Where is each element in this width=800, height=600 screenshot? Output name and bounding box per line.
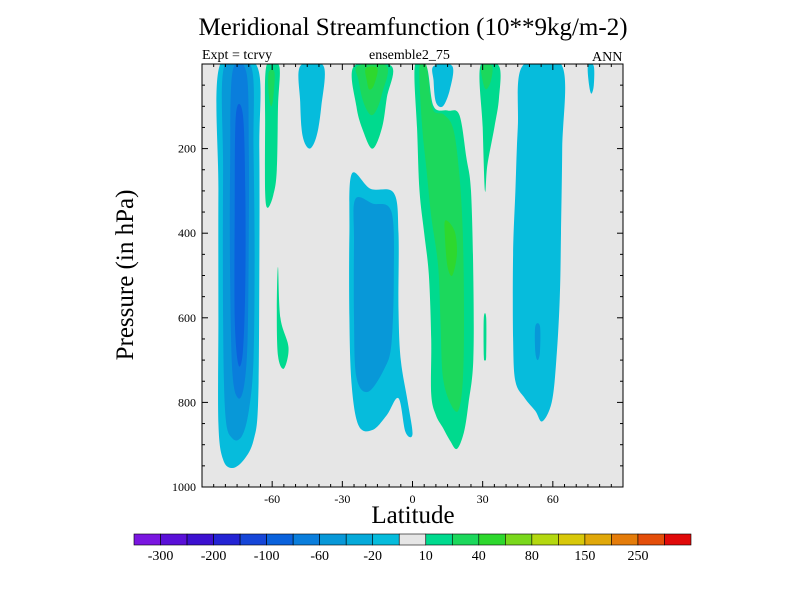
ensemble-label: ensemble2_75: [369, 48, 450, 63]
colorbar-swatch: [345, 533, 374, 546]
x-tick-label: 0: [410, 492, 416, 506]
y-tick-label: 800: [178, 395, 196, 409]
y-tick-label: 400: [178, 226, 196, 240]
colorbar-swatch: [133, 533, 161, 546]
colorbar-swatch: [239, 533, 267, 546]
colorbar-swatch: [451, 533, 480, 546]
contour-region: [298, 64, 325, 149]
colorbar-swatch: [398, 533, 427, 546]
x-tick-label: 60: [547, 492, 559, 506]
colorbar-swatch: [478, 533, 506, 546]
colorbar-label: -60: [310, 549, 329, 564]
colorbar-label: 40: [472, 549, 486, 564]
x-tick-label: -60: [264, 492, 280, 506]
colorbar-swatch: [611, 533, 639, 546]
y-tick-label: 600: [178, 311, 196, 325]
colorbar-swatch: [372, 533, 400, 546]
contour-region: [534, 323, 541, 361]
contour-region: [353, 197, 394, 393]
contour-region: [432, 64, 454, 108]
colorbar-label: -100: [254, 549, 280, 564]
contour-region: [587, 64, 595, 94]
contour-region: [268, 69, 275, 107]
colorbar-label: 150: [574, 549, 595, 564]
contour-region: [264, 64, 280, 208]
colorbar-swatch: [186, 533, 214, 546]
colorbar-label: -20: [363, 549, 382, 564]
colorbar-swatch: [213, 533, 241, 546]
contour-region: [444, 220, 458, 276]
colorbar-swatch: [531, 533, 559, 546]
x-axis-label: Latitude: [371, 502, 455, 529]
colorbar-swatch: [319, 533, 347, 546]
season-label: ANN: [592, 50, 623, 65]
colorbar-swatch: [558, 533, 586, 546]
colorbar: -300 -200 -100 -60 -20 10 40 80 150 250: [133, 533, 692, 564]
colorbar-swatch: [584, 533, 612, 546]
x-tick-label: 30: [477, 492, 489, 506]
y-tick-label: 200: [178, 142, 196, 156]
y-tick-label: 1000: [172, 480, 196, 494]
contour-region: [512, 64, 566, 422]
contour-region: [479, 64, 501, 193]
colorbar-label: 80: [525, 549, 539, 564]
colorbar-label: -200: [201, 549, 227, 564]
colorbar-label: 250: [627, 549, 648, 564]
plot-axes: -60 -30 0 30 60 200 400 600 800 1000: [172, 63, 624, 506]
colorbar-label: 10: [419, 549, 433, 564]
colorbar-swatch: [425, 533, 453, 546]
contour-region: [483, 313, 487, 361]
contour-region: [234, 103, 246, 367]
experiment-label: Expt = tcrvy: [202, 48, 273, 63]
x-tick-label: -30: [334, 492, 350, 506]
chart-title: Meridional Streamfunction (10**9kg/m-2): [198, 14, 628, 41]
contour-region: [276, 266, 289, 369]
colorbar-label: -300: [148, 549, 174, 564]
contour-fills: [202, 64, 623, 487]
contour-region: [355, 64, 389, 116]
contour-region: [480, 64, 493, 90]
colorbar-swatch: [505, 533, 533, 546]
colorbar-swatch: [664, 533, 692, 546]
contour-region: [365, 66, 378, 90]
colorbar-swatch: [292, 533, 320, 546]
contour-region: [419, 64, 464, 412]
colorbar-swatch: [266, 533, 294, 546]
colorbar-swatch: [637, 533, 665, 546]
colorbar-swatch: [160, 533, 188, 546]
